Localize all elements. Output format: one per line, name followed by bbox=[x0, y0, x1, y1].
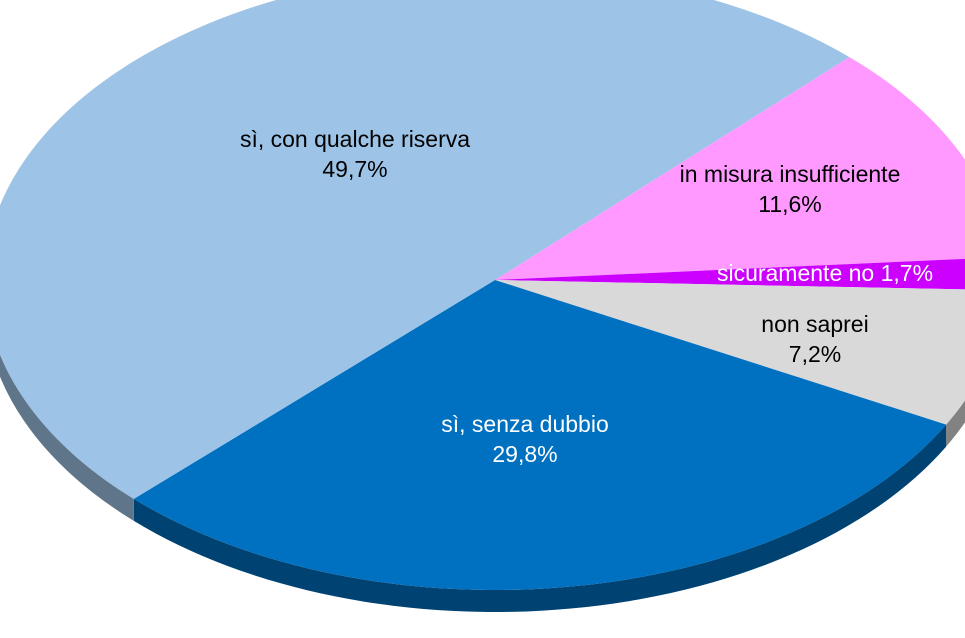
label-value: 11,6% bbox=[758, 191, 822, 217]
label-value: 7,2% bbox=[789, 341, 841, 367]
data-label: non saprei 7,2% bbox=[761, 311, 868, 367]
label-category: in misura insufficiente bbox=[680, 161, 901, 187]
pie-slice bbox=[495, 258, 965, 290]
pie-slice bbox=[0, 0, 850, 499]
label-value: 49,7% bbox=[322, 156, 387, 182]
label-value: 1,7% bbox=[881, 260, 933, 286]
pie-slice bbox=[133, 280, 947, 591]
pie-slice bbox=[495, 280, 965, 425]
label-value: 29,8% bbox=[492, 441, 557, 467]
pie-side bbox=[946, 400, 965, 447]
data-label: in misura insufficiente 11,6% bbox=[680, 161, 901, 217]
label-category: sì, senza dubbio bbox=[441, 411, 609, 437]
label-category: sì, con qualche riserva bbox=[240, 126, 470, 152]
label-category: non saprei bbox=[761, 311, 868, 337]
label-category: sicuramente no bbox=[717, 260, 874, 286]
pie-side bbox=[0, 354, 134, 521]
pie-side bbox=[133, 424, 947, 612]
pie-slice bbox=[495, 57, 965, 280]
data-label: sicuramente no 1,7% bbox=[717, 260, 933, 286]
data-label: sì, con qualche riserva 49,7% bbox=[240, 126, 470, 182]
data-label: sì, senza dubbio 29,8% bbox=[441, 411, 609, 467]
